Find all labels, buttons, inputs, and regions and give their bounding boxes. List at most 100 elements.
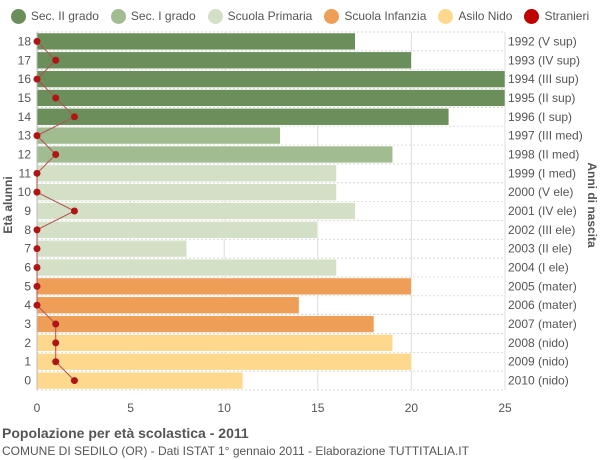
- y-tick-label-age: 1: [24, 355, 31, 369]
- bar-age-14: [36, 108, 450, 126]
- bar-age-1: [36, 353, 412, 371]
- bar-age-12: [36, 145, 393, 164]
- bar-age-2: [36, 334, 393, 352]
- x-tick-label: 10: [218, 401, 232, 415]
- chart-plot: 18 1992 (V sup)17 1993 (IV sup)16 1994 (III…: [18, 31, 583, 415]
- stranieri-point: [33, 37, 41, 45]
- y-tick-label-age: 6: [24, 261, 31, 275]
- stranieri-point: [52, 56, 60, 64]
- x-tick-label: 15: [311, 401, 325, 415]
- y-tick-label-birth-year: 2007 (mater): [508, 317, 577, 331]
- stranieri-point: [70, 377, 78, 385]
- stranieri-point: [70, 207, 78, 215]
- y-tick-label-birth-year: 2008 (nido): [508, 336, 569, 350]
- y-tick-label-age: 3: [24, 317, 31, 331]
- y-tick-label-birth-year: 2006 (mater): [508, 298, 577, 312]
- y-tick-label-age: 5: [24, 279, 31, 293]
- legend-swatch: [324, 8, 340, 24]
- legend-label: Scuola Infanzia: [344, 9, 427, 23]
- legend-item: Sec. II grado: [10, 8, 99, 24]
- legend-item: Scuola Primaria: [207, 8, 313, 24]
- y-tick-label-age: 12: [18, 147, 32, 161]
- y-tick-label-age: 18: [18, 34, 32, 48]
- x-tick-label: 0: [34, 401, 41, 415]
- y-tick-label-birth-year: 2010 (nido): [508, 374, 569, 388]
- stranieri-point: [52, 320, 60, 328]
- bar-age-13: [36, 126, 281, 145]
- legend-label: Asilo Nido: [458, 9, 513, 23]
- legend-label: Scuola Primaria: [227, 9, 313, 23]
- y-axis-label-right: Anni di nascita: [585, 162, 599, 248]
- legend-swatch: [110, 8, 126, 24]
- bar-age-4: [36, 296, 300, 314]
- y-tick-label-birth-year: 1992 (V sup): [508, 34, 577, 48]
- legend-item: Stranieri: [524, 8, 590, 24]
- y-tick-label-birth-year: 1996 (I sup): [508, 110, 572, 124]
- y-tick-label-age: 14: [18, 110, 32, 124]
- y-tick-label-birth-year: 2002 (III ele): [508, 223, 575, 237]
- y-tick-label-age: 13: [18, 129, 32, 143]
- stranieri-point: [33, 75, 41, 83]
- bar-age-15: [36, 89, 506, 107]
- x-tick-label: 25: [498, 401, 512, 415]
- y-tick-label-age: 11: [19, 166, 32, 180]
- bar-age-9: [36, 202, 356, 220]
- bar-age-5: [36, 277, 412, 296]
- y-tick-label-birth-year: 1997 (III med): [508, 129, 583, 143]
- legend-swatch: [524, 8, 540, 24]
- stranieri-point: [33, 282, 41, 290]
- legend-swatch: [207, 8, 223, 24]
- bar-age-7: [36, 240, 188, 258]
- y-tick-label-birth-year: 1993 (IV sup): [508, 53, 580, 67]
- stranieri-point: [52, 150, 60, 158]
- stranieri-point: [33, 132, 41, 140]
- y-tick-label-birth-year: 1999 (I med): [508, 166, 576, 180]
- bar-age-11: [36, 164, 337, 182]
- bar-age-18: [36, 32, 356, 51]
- stranieri-point: [52, 339, 60, 347]
- y-tick-label-birth-year: 1994 (III sup): [508, 72, 579, 86]
- y-tick-label-age: 8: [24, 223, 31, 237]
- bar-age-17: [36, 51, 412, 69]
- stranieri-point: [70, 113, 78, 121]
- x-tick-label: 20: [405, 401, 419, 415]
- legend-item: Scuola Infanzia: [324, 8, 427, 24]
- y-tick-label-birth-year: 1995 (II sup): [508, 91, 575, 105]
- y-tick-label-birth-year: 2004 (I ele): [508, 261, 569, 275]
- stranieri-point: [52, 358, 60, 366]
- bar-age-8: [36, 221, 319, 239]
- stranieri-point: [33, 245, 41, 253]
- y-tick-label-age: 0: [24, 374, 31, 388]
- chart-subtitle: COMUNE DI SEDILO (OR) - Dati ISTAT 1° ge…: [2, 444, 469, 458]
- y-tick-label-age: 9: [24, 204, 31, 218]
- stranieri-point: [33, 169, 41, 177]
- y-tick-label-age: 4: [24, 298, 31, 312]
- stranieri-point: [33, 264, 41, 272]
- y-tick-label-birth-year: 2009 (nido): [508, 355, 569, 369]
- bar-age-10: [36, 183, 337, 201]
- chart-title: Popolazione per età scolastica - 2011: [2, 425, 249, 441]
- y-tick-label-birth-year: 2005 (mater): [508, 279, 577, 293]
- y-tick-label-age: 7: [24, 242, 31, 256]
- y-tick-label-age: 2: [24, 336, 31, 350]
- y-tick-label-age: 17: [18, 53, 32, 67]
- stranieri-point: [33, 226, 41, 234]
- y-tick-label-age: 15: [18, 91, 32, 105]
- y-tick-label-birth-year: 2003 (II ele): [508, 242, 572, 256]
- legend-label: Sec. II grado: [30, 9, 99, 23]
- legend-item: Sec. I grado: [110, 8, 196, 24]
- x-tick-label: 5: [127, 401, 134, 415]
- legend-label: Stranieri: [544, 9, 590, 23]
- legend-label: Sec. I grado: [130, 9, 196, 23]
- stranieri-point: [52, 94, 60, 102]
- y-tick-label-age: 16: [18, 72, 32, 86]
- bar-age-6: [36, 258, 337, 277]
- legend-swatch: [438, 8, 454, 24]
- legend-item: Asilo Nido: [438, 8, 513, 24]
- y-tick-label-age: 10: [18, 185, 32, 199]
- stranieri-point: [33, 301, 41, 309]
- y-tick-label-birth-year: 1998 (II med): [508, 147, 579, 161]
- legend: Sec. II grado Sec. I grado Scuola Primaria…: [0, 6, 600, 26]
- bar-age-3: [36, 315, 375, 333]
- bar-age-16: [36, 70, 506, 88]
